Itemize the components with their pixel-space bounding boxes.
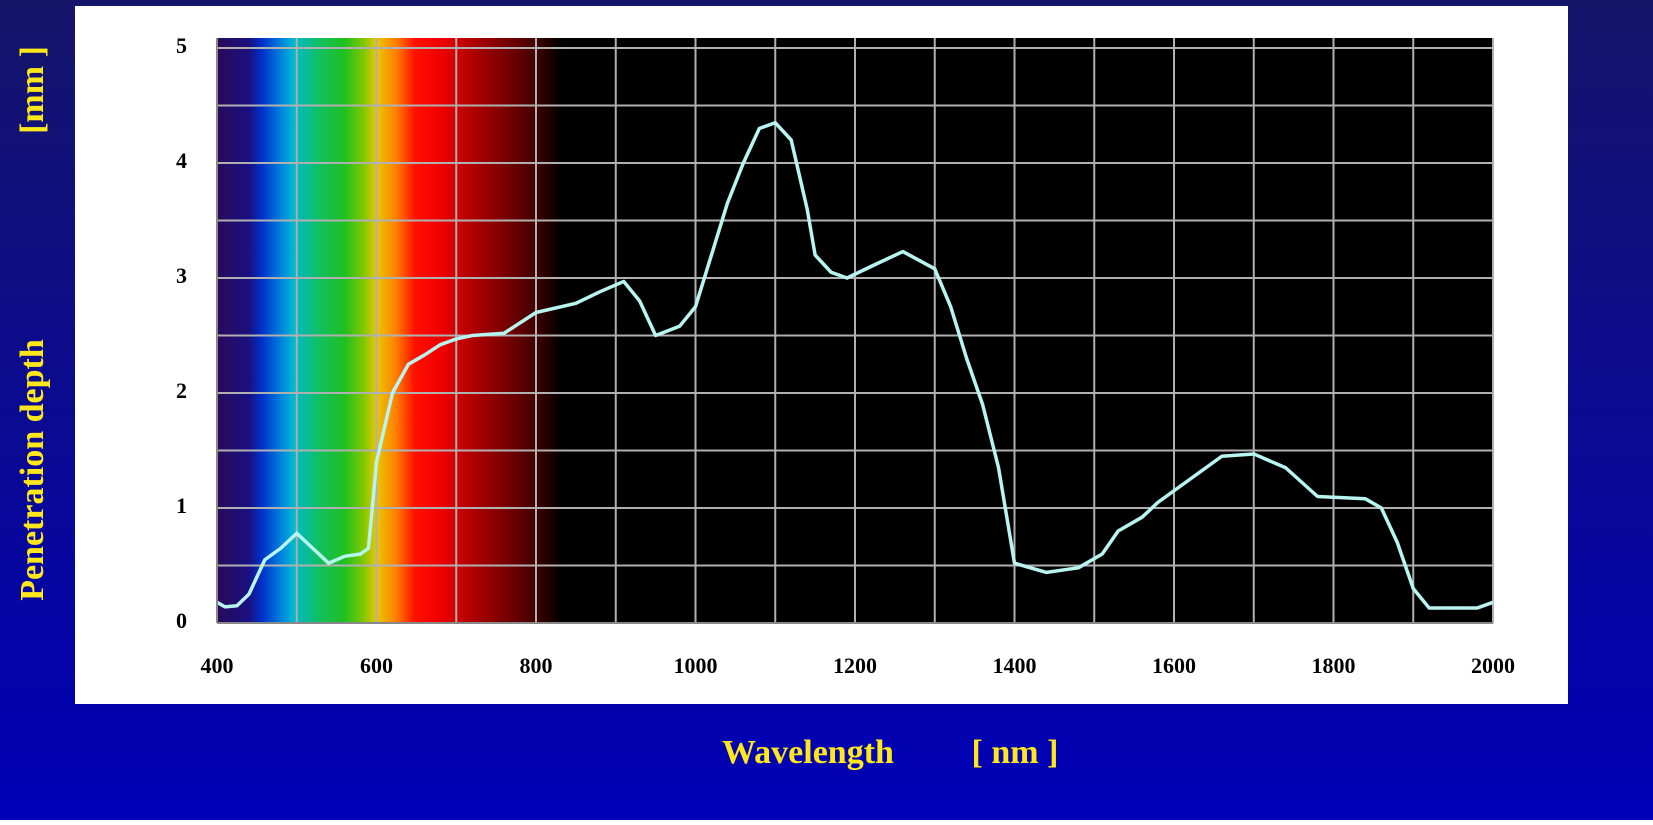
x-tick-label: 1400: [993, 653, 1037, 678]
x-tick-label: 1000: [674, 653, 718, 678]
data-line: [216, 121, 1494, 610]
x-tick-label: 1200: [833, 653, 877, 678]
x-tick-label: 1800: [1312, 653, 1356, 678]
y-tick-label: 3: [176, 263, 187, 288]
x-tick-label: 600: [360, 653, 393, 678]
y-tick-label: 1: [176, 493, 187, 518]
y-tick-label: 5: [176, 33, 187, 58]
x-tick-label: 1600: [1152, 653, 1196, 678]
x-tick-label: 2000: [1471, 653, 1515, 678]
x-tick-label: 800: [520, 653, 553, 678]
x-axis-unit: [ nm ]: [972, 734, 1059, 771]
y-tick-label: 0: [176, 608, 187, 633]
y-axis-unit: [mm ]: [14, 46, 51, 134]
x-axis-label: Wavelength: [722, 734, 894, 771]
y-tick-label: 2: [176, 378, 187, 403]
x-tick-label: 400: [201, 653, 234, 678]
y-tick-label: 4: [176, 148, 187, 173]
y-axis-label: Penetration depth: [14, 339, 51, 601]
